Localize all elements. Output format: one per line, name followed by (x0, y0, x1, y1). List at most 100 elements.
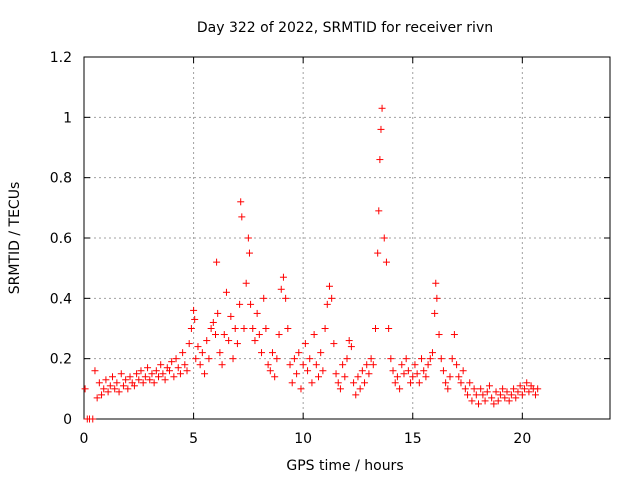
data-point (411, 361, 419, 369)
data-point (187, 325, 195, 332)
x-tick-label: 10 (294, 431, 312, 447)
data-point (137, 367, 145, 375)
data-point (457, 379, 465, 387)
data-point (437, 355, 445, 363)
data-point (321, 325, 329, 332)
data-point (194, 343, 202, 351)
data-point (367, 355, 375, 363)
data-point (422, 373, 430, 381)
data-point (382, 258, 390, 266)
data-point (477, 385, 485, 393)
data-point (459, 367, 467, 375)
data-point (391, 379, 399, 387)
data-point (413, 370, 421, 378)
data-point (481, 397, 489, 405)
y-tick-label: 1.2 (50, 50, 72, 66)
y-tick-label: 0.4 (50, 291, 72, 307)
data-point (369, 361, 377, 369)
data-point (424, 361, 432, 369)
data-point (426, 355, 434, 363)
x-tick-label: 15 (404, 431, 422, 447)
data-point (485, 382, 493, 390)
data-point (190, 306, 198, 314)
x-tick-label: 0 (80, 431, 89, 447)
data-point (258, 349, 266, 357)
data-point (371, 325, 379, 332)
data-point (325, 282, 333, 290)
y-axis-label: SRMTID / TECUs (7, 182, 23, 295)
data-point (275, 331, 283, 339)
data-point (216, 349, 224, 357)
data-point (100, 385, 108, 393)
data-point (201, 370, 209, 378)
data-point (310, 331, 318, 339)
data-point (361, 379, 369, 387)
data-point (126, 373, 134, 381)
data-point (319, 367, 327, 375)
data-point (387, 355, 395, 363)
data-point (183, 367, 191, 375)
data-point (350, 379, 358, 387)
data-point (218, 361, 226, 369)
data-point (268, 349, 276, 357)
data-point (115, 388, 123, 396)
data-point (446, 373, 454, 381)
data-point (455, 373, 463, 381)
data-point (499, 385, 507, 393)
data-point (122, 376, 130, 384)
chart-title: Day 322 of 2022, SRMTID for receiver riv… (197, 20, 493, 36)
data-point (439, 367, 447, 375)
data-point (420, 367, 428, 375)
data-point (514, 388, 522, 396)
y-tick-label: 0 (63, 412, 72, 428)
data-point (231, 325, 239, 332)
data-point (244, 234, 252, 242)
data-point (299, 361, 307, 369)
data-point (347, 343, 355, 351)
data-point (255, 331, 263, 339)
data-point (328, 294, 336, 302)
data-point (354, 373, 362, 381)
data-point (518, 391, 526, 399)
data-point (492, 388, 500, 396)
data-point (81, 385, 89, 393)
data-point (286, 361, 294, 369)
data-point (306, 355, 314, 363)
data-point (358, 367, 366, 375)
data-point (191, 315, 199, 323)
data-point (260, 294, 268, 302)
data-point (245, 249, 253, 257)
data-point (431, 309, 439, 317)
data-point (418, 355, 426, 363)
data-point (247, 300, 255, 308)
data-point (363, 361, 371, 369)
x-axis-label: GPS time / hours (286, 458, 403, 474)
data-point (365, 370, 373, 378)
data-point (174, 364, 182, 372)
data-point (404, 367, 412, 375)
data-point (516, 382, 524, 390)
data-point (209, 318, 217, 326)
data-point (251, 337, 259, 345)
data-point (531, 391, 539, 399)
data-point (512, 394, 520, 402)
data-point (98, 391, 106, 399)
x-tick-label: 5 (189, 431, 198, 447)
tick-layer: 0 0.2 0.4 0.6 0.8 1 1.2 0 5 10 15 20 (50, 50, 610, 447)
data-point (334, 379, 342, 387)
data-point (461, 385, 469, 393)
data-point (192, 355, 200, 363)
data-point (205, 355, 213, 363)
data-point (415, 379, 423, 387)
data-point (213, 258, 221, 266)
data-point (104, 388, 112, 396)
data-point (144, 364, 152, 372)
data-point (428, 349, 436, 357)
data-point (253, 309, 261, 317)
data-point (240, 325, 248, 332)
data-point (242, 279, 250, 287)
y-tick-label: 1 (63, 110, 72, 126)
data-point (106, 382, 114, 390)
data-point (448, 355, 456, 363)
data-point (341, 373, 349, 381)
